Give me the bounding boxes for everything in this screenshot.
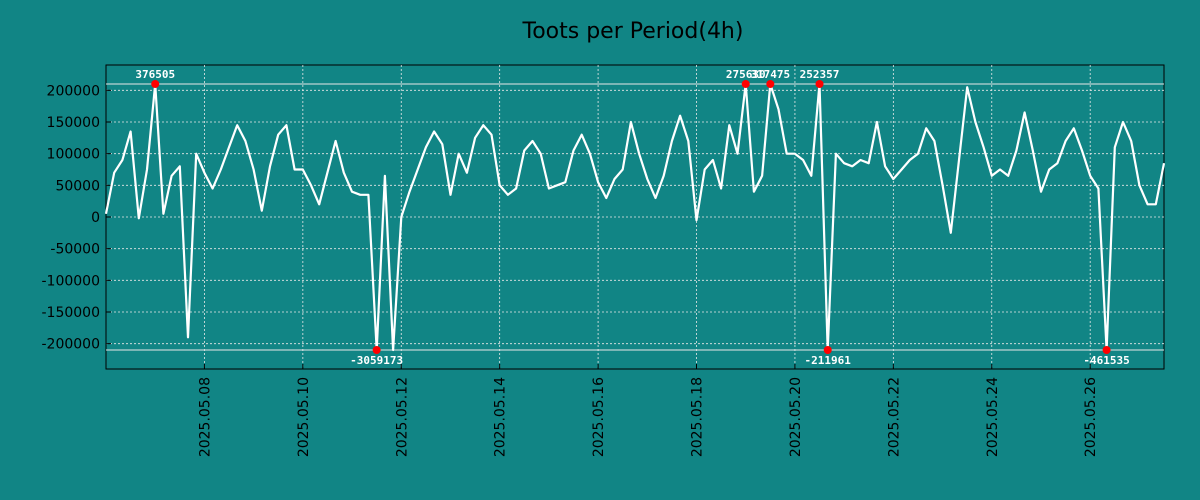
x-tick-label: 2025.05.12	[394, 377, 410, 457]
y-tick-label: 50000	[55, 178, 100, 194]
peak-label: 275630	[726, 68, 766, 81]
peak-marker	[151, 80, 160, 88]
x-tick-label: 2025.05.18	[690, 377, 706, 457]
x-tick-label: 2025.05.20	[788, 377, 804, 457]
x-tick-label: 2025.05.22	[886, 377, 902, 457]
x-tick-label: 2025.05.24	[985, 377, 1001, 457]
y-tick-label: 150000	[47, 115, 100, 131]
grid	[106, 65, 1164, 369]
peak-label: -211961	[805, 354, 852, 367]
series	[104, 82, 1166, 352]
x-tick-label: 2025.05.10	[296, 377, 312, 457]
y-tick-label: 100000	[47, 147, 100, 163]
peak-marker	[741, 80, 750, 88]
peak-marker	[823, 346, 832, 354]
peak-marker	[1102, 346, 1111, 354]
peak-label: 252357	[800, 68, 840, 81]
x-tick-label: 2025.05.14	[493, 377, 509, 457]
peak-marker	[372, 346, 381, 354]
peak-label: 317475	[750, 68, 790, 81]
y-tick-label: -200000	[42, 337, 101, 353]
y-axis: 200000 150000 100000 50000 0 -50000 -100000 -15…	[42, 83, 111, 353]
chart-title: Toots per Period(4h)	[522, 19, 744, 44]
y-tick-label: 200000	[47, 83, 100, 99]
peak-marker	[766, 80, 775, 88]
y-tick-label: 0	[91, 210, 100, 226]
y-tick-label: -50000	[50, 242, 100, 258]
x-axis: 2025.05.08 2025.05.10 2025.05.12 2025.05.14…	[197, 364, 1099, 457]
peak-label: 376505	[135, 68, 175, 81]
x-tick-label: 2025.05.26	[1083, 377, 1099, 457]
series-line	[104, 82, 1166, 352]
clip-lines	[106, 83, 1164, 351]
x-tick-label: 2025.05.16	[591, 377, 607, 457]
peak-marker	[815, 80, 824, 88]
y-tick-label: -150000	[42, 305, 101, 321]
x-tick-label: 2025.05.08	[197, 377, 213, 457]
peak-label: -3059173	[350, 354, 403, 367]
y-tick-label: -100000	[42, 273, 101, 289]
peak-label: -461535	[1083, 354, 1129, 367]
